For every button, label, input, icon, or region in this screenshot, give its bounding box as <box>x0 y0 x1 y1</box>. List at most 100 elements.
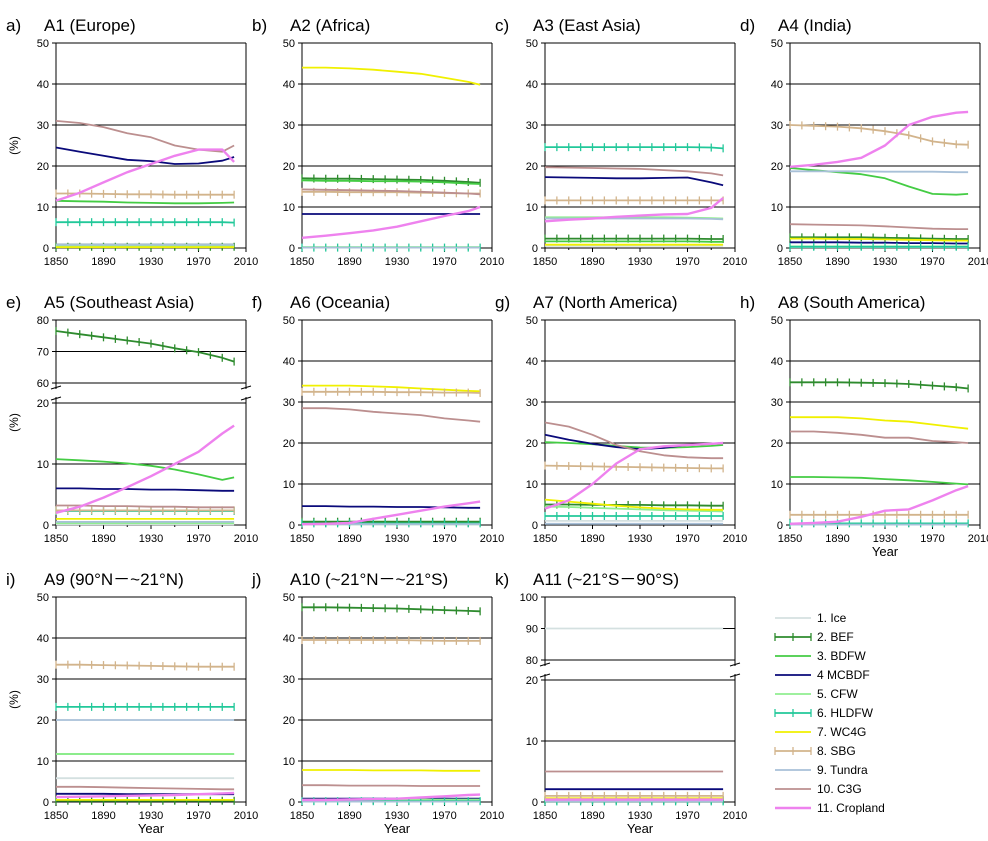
series-line-4-mcbdf <box>544 176 724 187</box>
panel-letter: b) <box>252 16 267 35</box>
series-line-7-wc4g <box>302 769 481 772</box>
x-tick-label: 1850 <box>533 810 557 822</box>
x-tick-label: 1930 <box>385 810 409 822</box>
series-line-7-wc4g <box>302 66 481 86</box>
y-tick-label: 20 <box>283 161 295 173</box>
series-line-10-c3g <box>789 223 969 231</box>
y-tick-label: 40 <box>283 356 295 368</box>
y-tick-label: 0 <box>43 520 49 532</box>
axis-break-mark <box>240 385 252 390</box>
y-tick-label: 40 <box>771 356 783 368</box>
y-axis-label: (%) <box>7 413 21 432</box>
x-tick-label: 1930 <box>385 256 409 268</box>
panel-letter: j) <box>251 570 261 589</box>
series-line-11-cropland <box>302 793 481 802</box>
axis-break-mark <box>50 396 62 401</box>
series-line-11-cropland <box>55 791 235 799</box>
panel-letter: i) <box>6 570 15 589</box>
series-line-11-cropland <box>544 441 724 510</box>
chart-title: A10 (~21°N－~21°S) <box>290 570 448 589</box>
chart-panel-4: 0 10 20 30 40 50 1850 1890 1930 1970 2010 d) A4 (Ind… <box>740 16 988 268</box>
y-tick-label: 40 <box>526 79 538 91</box>
y-tick-label: 20 <box>526 161 538 173</box>
y-tick-label: 20 <box>283 438 295 450</box>
y-tick-label: 40 <box>771 79 783 91</box>
x-tick-label: 1930 <box>628 256 652 268</box>
y-tick-label: 30 <box>771 397 783 409</box>
y-axis-label: (%) <box>7 136 21 155</box>
series-line-8-sbg <box>302 390 481 394</box>
x-tick-label: 1890 <box>825 256 849 268</box>
y-tick-label: 20 <box>771 438 783 450</box>
y-tick-label: 10 <box>37 202 49 214</box>
series-line-4-mcbdf <box>56 487 235 492</box>
y-tick-label: 10 <box>283 202 295 214</box>
y-tick-label: 30 <box>37 120 49 132</box>
series-line-4-mcbdf <box>790 241 969 245</box>
legend-label: 9. Tundra <box>817 763 868 777</box>
y-tick-label: 90 <box>526 624 538 636</box>
y-tick-label: 10 <box>37 756 49 768</box>
series-line-3-bdfw <box>544 441 724 449</box>
legend-label: 1. Ice <box>817 611 847 625</box>
chart-title: A4 (India) <box>778 16 852 35</box>
y-tick-label: 40 <box>526 356 538 368</box>
chart-title: A5 (Southeast Asia) <box>44 293 194 312</box>
series-line-9-tundra <box>790 170 969 174</box>
x-tick-label: 1970 <box>186 256 210 268</box>
series-line-11-cropland <box>789 484 969 525</box>
y-tick-label: 10 <box>771 479 783 491</box>
x-tick-label: 1890 <box>337 256 361 268</box>
y-tick-label: 20 <box>526 675 538 687</box>
series-line-11-cropland <box>544 197 724 223</box>
y-tick-label: 80 <box>37 315 49 327</box>
x-tick-label: 1850 <box>533 533 557 545</box>
y-tick-label: 0 <box>532 797 538 809</box>
x-tick-label: 2010 <box>234 533 258 545</box>
y-tick-label: 50 <box>771 38 783 50</box>
series-line-2-bef <box>55 330 235 363</box>
x-tick-label: 2010 <box>723 533 747 545</box>
y-tick-label: 30 <box>526 120 538 132</box>
x-tick-label: 1930 <box>873 533 897 545</box>
x-tick-label: 1890 <box>580 810 604 822</box>
series-line-8-sbg <box>544 464 724 470</box>
x-tick-label: 1850 <box>290 256 314 268</box>
series-line-4-mcbdf <box>55 146 235 165</box>
legend-label: 10. C3G <box>817 782 862 796</box>
series-line-3-bdfw <box>301 179 481 185</box>
x-tick-label: 2010 <box>234 256 258 268</box>
y-tick-label: 30 <box>771 120 783 132</box>
axis-break-mark <box>539 673 551 678</box>
chart-title: A11 (~21°S－90°S) <box>533 570 679 589</box>
series-line-3-bdfw <box>55 458 235 481</box>
panel-letter: k) <box>495 570 509 589</box>
x-axis-label: Year <box>627 821 654 836</box>
series-line-2-bef <box>545 503 724 507</box>
panel-letter: c) <box>495 16 509 35</box>
legend-label: 7. WC4G <box>817 725 866 739</box>
series-line-10-c3g <box>55 120 235 153</box>
panel-letter: g) <box>495 293 510 312</box>
y-tick-label: 50 <box>283 38 295 50</box>
x-tick-label: 1970 <box>920 533 944 545</box>
x-tick-label: 1890 <box>337 810 361 822</box>
x-axis-label: Year <box>384 821 411 836</box>
x-tick-label: 1890 <box>337 533 361 545</box>
x-tick-label: 1930 <box>139 533 163 545</box>
y-tick-label: 50 <box>37 592 49 604</box>
x-tick-label: 1850 <box>44 810 68 822</box>
y-tick-label: 50 <box>526 315 538 327</box>
y-tick-label: 10 <box>526 736 538 748</box>
series-line-5-cfw <box>544 505 724 513</box>
series-line-2-bef <box>790 381 969 390</box>
legend-label: 6. HLDFW <box>817 706 874 720</box>
panel-letter: d) <box>740 16 755 35</box>
chart-panel-3: 0 10 20 30 40 50 1850 1890 1930 1970 2010 c) A3 (Eas… <box>495 16 747 268</box>
chart-panel-7: 0 10 20 30 40 50 1850 1890 1930 1970 2010 g) A7 (Nor… <box>495 293 747 545</box>
chart-panel-1: 0 10 20 30 40 50 1850 1890 1930 1970 2010 a) A1 (Eur… <box>6 16 258 268</box>
y-tick-label: 20 <box>37 398 49 410</box>
chart-title: A7 (North America) <box>533 293 678 312</box>
x-tick-label: 1930 <box>139 256 163 268</box>
x-tick-label: 1930 <box>628 533 652 545</box>
